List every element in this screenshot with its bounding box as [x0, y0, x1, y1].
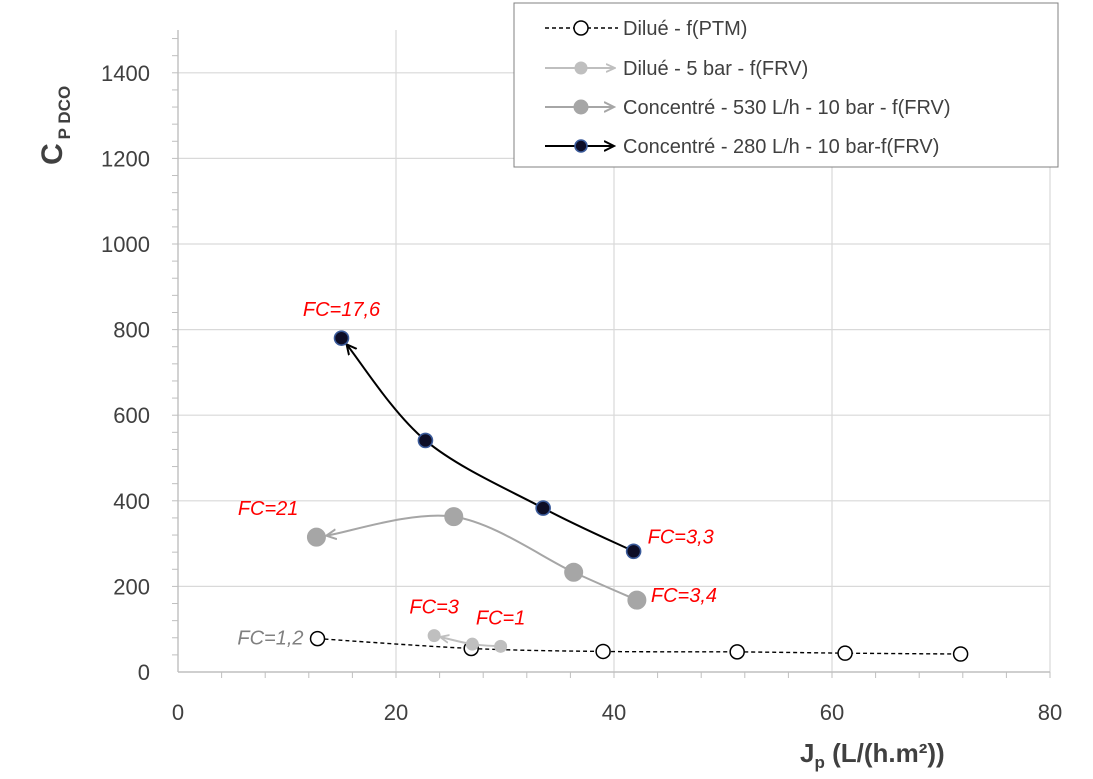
legend-entry: Concentré - 530 L/h - 10 bar - f(FRV): [545, 97, 951, 119]
legend-entry: Concentré - 280 L/h - 10 bar-f(FRV): [545, 136, 939, 158]
annotations: FC=17,6 FC=21 FC=3,3 FC=3,4 FC=3 FC=1 FC=1,2: [237, 299, 717, 649]
legend: Dilué - f(PTM) Dilué - 5 bar - f(FRV) Co…: [513, 2, 1059, 168]
y-tick-label: 600: [113, 403, 150, 428]
legend-swatch-marker: [574, 61, 588, 75]
x-tick-label: 60: [820, 700, 844, 725]
annotation-label: FC=1,2: [237, 628, 303, 650]
x-axis-title: Jp (L/(h.m²)): [800, 738, 945, 772]
data-point: [309, 630, 326, 647]
series-0: [309, 630, 969, 662]
annotation-label: FC=3,4: [651, 585, 717, 607]
y-axis-title-main: C: [36, 143, 69, 165]
legend-swatch-marker: [574, 139, 588, 153]
y-tick-label: 0: [138, 660, 150, 685]
series-line: [347, 344, 635, 553]
series-1: [427, 629, 508, 653]
data-point: [837, 645, 853, 661]
legend-swatch-marker: [573, 20, 589, 36]
data-point: [625, 543, 642, 560]
legend-label: Concentré - 530 L/h - 10 bar - f(FRV): [623, 97, 951, 119]
series-2: [306, 507, 647, 610]
annotation-label: FC=1: [476, 607, 525, 629]
y-tick-label: 400: [113, 489, 150, 514]
legend-label: Dilué - f(PTM): [623, 18, 747, 40]
series-line: [326, 514, 638, 602]
annotation-label: FC=3: [409, 597, 458, 619]
x-axis-title-sub: p: [814, 753, 824, 772]
legend-entry: Dilué - f(PTM): [545, 18, 747, 40]
axes: [172, 30, 1051, 678]
x-axis-title-rest: (L/(h.m²)): [825, 738, 945, 768]
series-3: [333, 330, 642, 560]
y-tick-label: 1400: [101, 61, 150, 86]
y-axis-title: C P DCO: [36, 86, 74, 165]
legend-entry: Dilué - 5 bar - f(FRV): [545, 58, 808, 80]
series-line: [317, 637, 961, 655]
legend-label: Concentré - 280 L/h - 10 bar-f(FRV): [623, 136, 939, 158]
data-point: [427, 629, 441, 643]
annotation-label: FC=21: [238, 498, 299, 520]
legend-swatch-marker: [573, 99, 589, 115]
data-point: [465, 637, 479, 651]
data-point: [306, 527, 326, 547]
legend-label: Dilué - 5 bar - f(FRV): [623, 58, 808, 80]
y-tick-label: 1000: [101, 232, 150, 257]
data-point: [444, 507, 464, 527]
series-group: [306, 330, 969, 662]
x-tick-label: 40: [602, 700, 626, 725]
data-point: [595, 643, 611, 660]
data-point: [417, 432, 434, 449]
x-tick-label: 0: [172, 700, 184, 725]
y-tick-label: 1200: [101, 146, 150, 171]
data-point: [627, 590, 647, 610]
data-point: [952, 646, 969, 662]
y-axis-title-sub: P DCO: [55, 86, 74, 140]
legend-box: [513, 2, 1059, 168]
data-point: [494, 639, 508, 653]
data-point: [564, 562, 584, 582]
y-tick-label: 800: [113, 318, 150, 343]
x-axis-title-main: J: [800, 738, 814, 768]
y-tick-label: 200: [113, 574, 150, 599]
x-tick-label: 20: [384, 700, 408, 725]
data-point: [535, 500, 551, 516]
annotation-label: FC=17,6: [303, 299, 381, 321]
data-point: [729, 644, 745, 660]
x-tick-label: 80: [1038, 700, 1062, 725]
data-point: [333, 330, 350, 346]
annotation-label: FC=3,3: [648, 526, 714, 548]
